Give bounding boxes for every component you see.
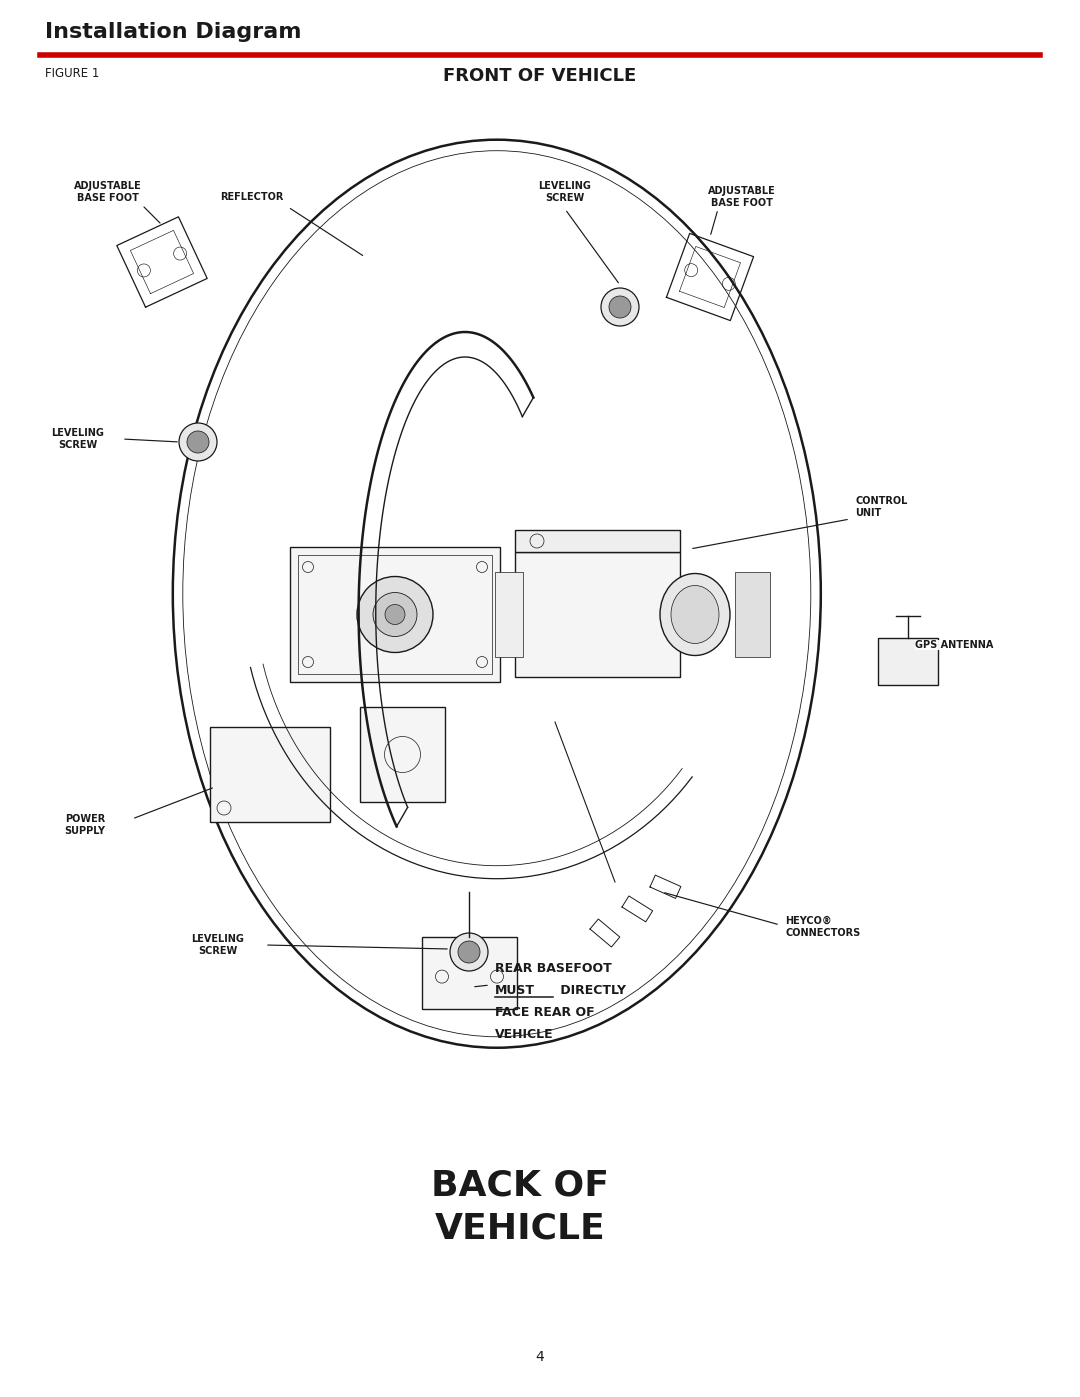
Circle shape bbox=[609, 296, 631, 319]
Text: POWER
SUPPLY: POWER SUPPLY bbox=[65, 814, 106, 835]
Text: 4: 4 bbox=[536, 1350, 544, 1363]
Circle shape bbox=[384, 605, 405, 624]
Text: ADJUSTABLE
BASE FOOT: ADJUSTABLE BASE FOOT bbox=[708, 186, 775, 208]
Circle shape bbox=[357, 577, 433, 652]
FancyBboxPatch shape bbox=[515, 552, 680, 678]
Text: HEYCO®
CONNECTORS: HEYCO® CONNECTORS bbox=[785, 916, 861, 937]
FancyBboxPatch shape bbox=[735, 571, 770, 657]
Text: GPS ANTENNA: GPS ANTENNA bbox=[915, 640, 994, 650]
Text: LEVELING
SCREW: LEVELING SCREW bbox=[52, 429, 105, 450]
Ellipse shape bbox=[671, 585, 719, 644]
Text: DIRECTLY: DIRECTLY bbox=[556, 983, 626, 997]
Text: MUST: MUST bbox=[495, 983, 535, 997]
Text: FACE REAR OF: FACE REAR OF bbox=[495, 1006, 595, 1018]
Circle shape bbox=[600, 288, 639, 326]
Circle shape bbox=[373, 592, 417, 637]
Text: FRONT OF VEHICLE: FRONT OF VEHICLE bbox=[444, 67, 636, 85]
Text: BACK OF
VEHICLE: BACK OF VEHICLE bbox=[431, 1169, 609, 1245]
Circle shape bbox=[450, 933, 488, 971]
Text: CONTROL
UNIT: CONTROL UNIT bbox=[855, 496, 907, 518]
Text: LEVELING
SCREW: LEVELING SCREW bbox=[191, 935, 244, 956]
FancyBboxPatch shape bbox=[422, 937, 517, 1009]
FancyBboxPatch shape bbox=[515, 529, 680, 552]
Circle shape bbox=[458, 942, 480, 963]
Circle shape bbox=[187, 432, 210, 453]
Text: LEVELING
SCREW: LEVELING SCREW bbox=[539, 182, 592, 203]
Text: REAR BASEFOOT: REAR BASEFOOT bbox=[495, 963, 611, 975]
Circle shape bbox=[179, 423, 217, 461]
Text: ADJUSTABLE
BASE FOOT: ADJUSTABLE BASE FOOT bbox=[75, 182, 141, 203]
Text: FIGURE 1: FIGURE 1 bbox=[45, 67, 99, 80]
FancyBboxPatch shape bbox=[878, 638, 939, 685]
FancyBboxPatch shape bbox=[291, 548, 500, 682]
FancyBboxPatch shape bbox=[360, 707, 445, 802]
Text: REFLECTOR: REFLECTOR bbox=[220, 191, 284, 203]
FancyBboxPatch shape bbox=[210, 726, 330, 821]
Ellipse shape bbox=[660, 574, 730, 655]
FancyBboxPatch shape bbox=[495, 571, 523, 657]
Text: VEHICLE: VEHICLE bbox=[495, 1028, 554, 1041]
Text: Installation Diagram: Installation Diagram bbox=[45, 22, 301, 42]
